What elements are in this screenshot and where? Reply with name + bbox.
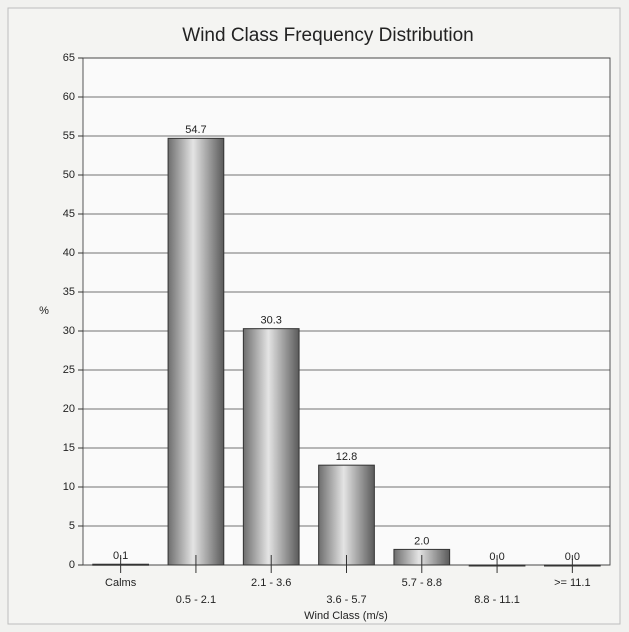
y-tick-label: 5 [69, 520, 75, 532]
bar [167, 137, 225, 566]
y-tick-label: 25 [63, 364, 75, 376]
x-tick-label: Calms [105, 577, 137, 589]
bar [242, 328, 300, 566]
value-label: 0.0 [489, 551, 504, 563]
value-label: 0.0 [565, 551, 580, 563]
y-tick-label: 0 [69, 559, 75, 571]
x-tick-label: 2.1 - 3.6 [251, 577, 291, 589]
y-tick-label: 35 [63, 286, 75, 298]
value-label: 12.8 [336, 451, 357, 463]
x-tick-label: 3.6 - 5.7 [326, 594, 366, 606]
y-tick-label: 40 [63, 247, 75, 259]
y-tick-label: 15 [63, 442, 75, 454]
x-axis-label: Wind Class (m/s) [304, 610, 388, 622]
x-tick-label: >= 11.1 [554, 577, 591, 589]
value-label: 54.7 [185, 124, 206, 136]
y-axis-label: % [39, 305, 49, 317]
bar [318, 464, 375, 566]
y-tick-label: 65 [63, 52, 75, 64]
y-tick-label: 30 [63, 325, 75, 337]
y-tick-label: 55 [63, 130, 75, 142]
y-tick-label: 10 [63, 481, 75, 493]
value-label: 2.0 [414, 535, 429, 547]
value-label: 0.1 [113, 550, 128, 562]
x-tick-label: 5.7 - 8.8 [402, 577, 442, 589]
x-tick-label: 8.8 - 11.1 [474, 594, 520, 606]
x-tick-label: 0.5 - 2.1 [176, 594, 216, 606]
value-label: 30.3 [261, 315, 282, 327]
y-tick-label: 20 [63, 403, 75, 415]
y-tick-label: 45 [63, 208, 75, 220]
y-tick-label: 50 [63, 169, 75, 181]
y-tick-label: 60 [63, 91, 75, 103]
chart-title: Wind Class Frequency Distribution [182, 25, 473, 46]
